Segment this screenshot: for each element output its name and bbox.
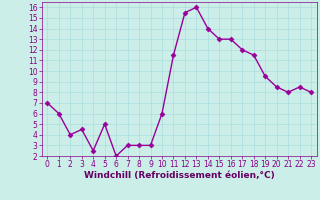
X-axis label: Windchill (Refroidissement éolien,°C): Windchill (Refroidissement éolien,°C) xyxy=(84,171,275,180)
